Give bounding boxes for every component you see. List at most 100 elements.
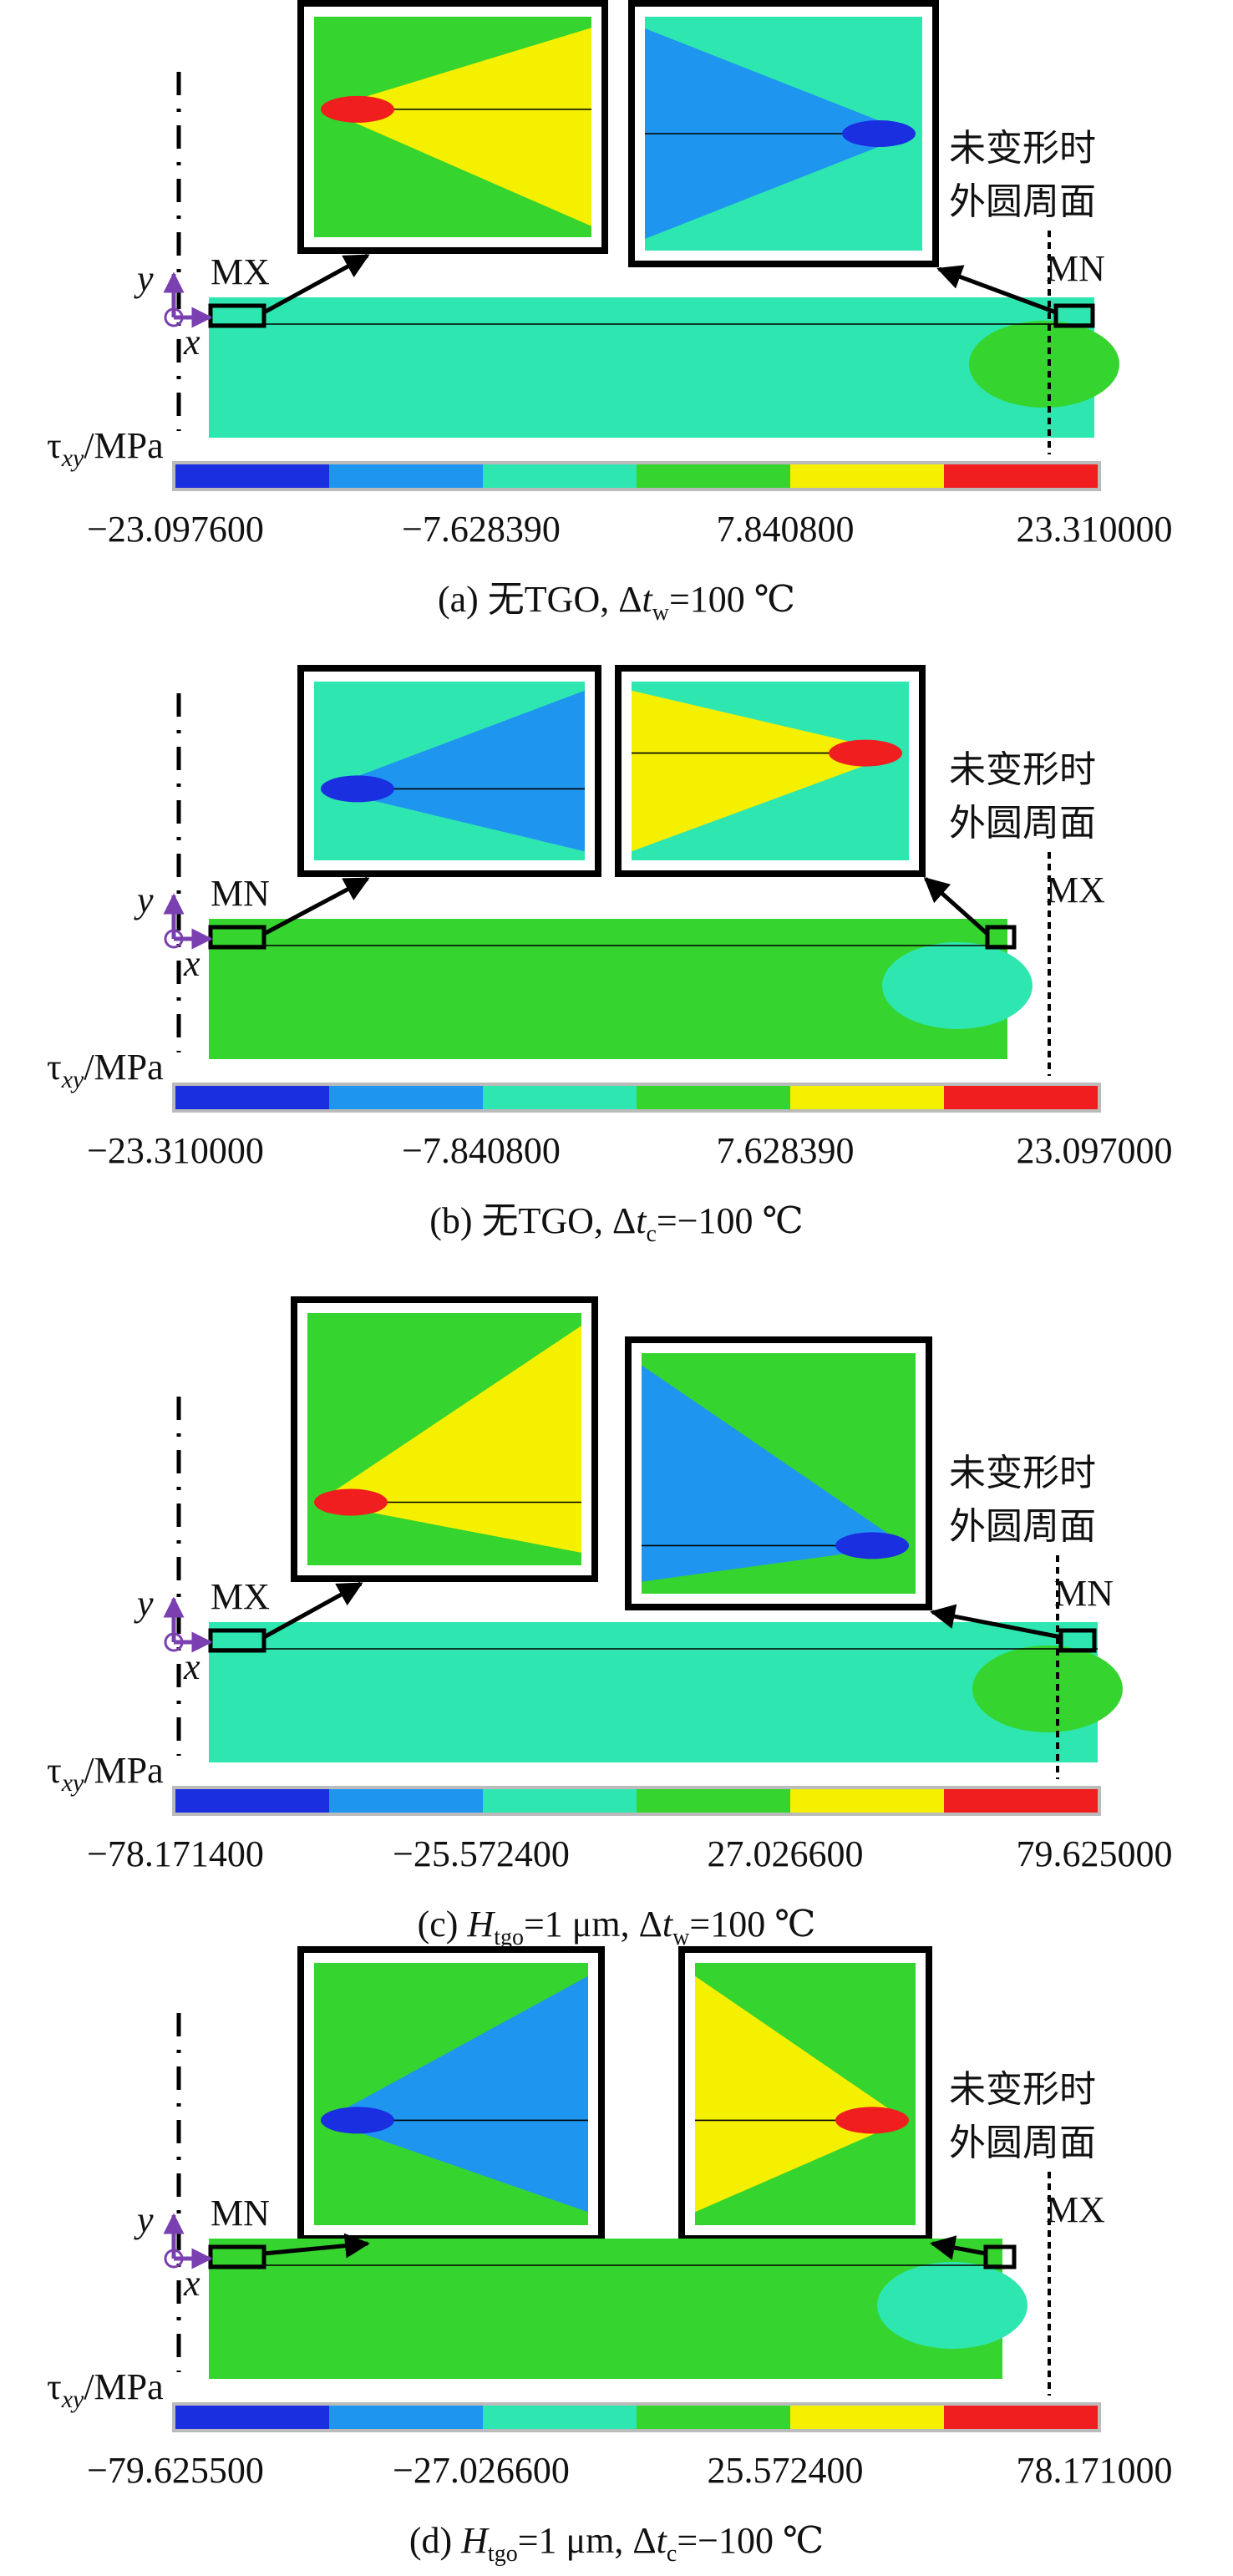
colorbar-segment bbox=[944, 464, 1098, 488]
colorbar-title-part: /MPa bbox=[84, 2366, 163, 2407]
colorbar-segment bbox=[175, 464, 329, 488]
caption-part: =−100 ℃ bbox=[657, 1200, 804, 1241]
colorbar-segment bbox=[790, 464, 944, 488]
caption-part: (c) bbox=[418, 1904, 468, 1945]
colorbar-title-part: xy bbox=[61, 2386, 84, 2413]
stress-peak bbox=[314, 1488, 388, 1516]
caption: (b) 无TGO, Δtc=−100 ℃ bbox=[429, 1200, 804, 1247]
caption-part: w bbox=[672, 1924, 690, 1950]
beam-region bbox=[969, 321, 1119, 408]
colorbar-title-part: τ bbox=[47, 1750, 62, 1791]
colorbar-segment bbox=[790, 1789, 944, 1813]
colorbar-segment bbox=[175, 1086, 329, 1109]
caption-part: tgo bbox=[488, 2541, 518, 2567]
colorbar-tick-label: −7.628390 bbox=[402, 509, 561, 550]
caption-part: H bbox=[466, 1904, 495, 1945]
colorbar-title-part: xy bbox=[61, 1769, 84, 1797]
y-axis-label: y bbox=[134, 880, 154, 920]
note: 未变形时 bbox=[949, 749, 1096, 790]
left-label: MX bbox=[211, 1576, 270, 1617]
note: 未变形时 bbox=[949, 1453, 1096, 1493]
colorbar-segment bbox=[483, 1789, 637, 1813]
caption-part: =−100 ℃ bbox=[677, 2520, 824, 2561]
stress-peak bbox=[829, 739, 902, 767]
colorbar-title-part: τ bbox=[47, 425, 62, 466]
colorbar-tick-label: −23.097600 bbox=[87, 509, 264, 550]
colorbar-tick-label: 7.628390 bbox=[717, 1130, 855, 1171]
inset-region bbox=[324, 28, 591, 226]
beam-region bbox=[882, 942, 1033, 1029]
note: 外圆周面 bbox=[949, 803, 1096, 844]
colorbar-segment bbox=[637, 2406, 790, 2429]
colorbar-title: τxy/MPa bbox=[47, 1750, 164, 1797]
x-axis-label: x bbox=[183, 2263, 200, 2304]
arrow bbox=[262, 876, 370, 936]
colorbar-title: τxy/MPa bbox=[47, 2366, 164, 2413]
colorbar-title-part: /MPa bbox=[84, 425, 163, 466]
colorbar-title-part: τ bbox=[47, 1047, 62, 1088]
colorbar-title: τxy/MPa bbox=[47, 1047, 164, 1093]
mark-box bbox=[983, 2244, 1017, 2269]
beam bbox=[209, 919, 1007, 1059]
colorbar-title-part: xy bbox=[61, 444, 84, 472]
caption-part: t bbox=[657, 2520, 668, 2561]
inset-region bbox=[324, 1975, 588, 2213]
colorbar-tick-label: −27.026600 bbox=[393, 2450, 570, 2491]
caption-part: t bbox=[642, 579, 654, 620]
stress-peak bbox=[835, 1532, 909, 1559]
caption-part: t bbox=[662, 1904, 674, 1945]
mark-box bbox=[1053, 303, 1095, 328]
caption-part: =1 μm, Δ bbox=[524, 1904, 662, 1945]
caption-part: =100 ℃ bbox=[689, 1904, 815, 1945]
beam bbox=[209, 1622, 1098, 1762]
origin bbox=[164, 2249, 184, 2269]
beam bbox=[209, 2239, 1002, 2379]
caption-part: =1 μm, Δ bbox=[518, 2520, 657, 2561]
arrow bbox=[930, 1604, 1062, 1640]
caption-part: w bbox=[652, 600, 670, 626]
inset-region bbox=[642, 1365, 906, 1582]
caption-part: tgo bbox=[494, 1924, 524, 1950]
caption-part: (d) bbox=[409, 2520, 461, 2561]
colorbar-tick-label: 79.625000 bbox=[1017, 1833, 1173, 1874]
arrow bbox=[936, 265, 1057, 315]
inset-frame bbox=[625, 1336, 932, 1610]
caption-part: (b) 无TGO, Δ bbox=[429, 1200, 636, 1241]
caption-part: H bbox=[460, 2520, 490, 2561]
beam-region bbox=[972, 1645, 1123, 1732]
colorbar-tick-label: 7.840800 bbox=[717, 509, 855, 550]
stress-peak bbox=[321, 2107, 394, 2134]
caption-part: c bbox=[667, 2541, 677, 2567]
stress-peak bbox=[842, 120, 916, 147]
colorbar-segment bbox=[329, 464, 483, 488]
arrow bbox=[923, 877, 989, 936]
colorbar-segment bbox=[637, 1086, 790, 1109]
origin bbox=[164, 1632, 184, 1652]
left-label: MN bbox=[211, 873, 270, 914]
colorbar-segment bbox=[175, 2406, 329, 2429]
right-label: MX bbox=[1046, 870, 1105, 910]
colorbar-segment bbox=[944, 1789, 1098, 1813]
right-label: MN bbox=[1046, 248, 1105, 289]
caption-part: c bbox=[646, 1221, 656, 1247]
caption: (c) Htgo=1 μm, Δtw=100 ℃ bbox=[418, 1904, 816, 1950]
arrow bbox=[262, 1581, 363, 1640]
colorbar-segment bbox=[329, 2406, 483, 2429]
arrow bbox=[930, 2235, 987, 2260]
caption-part: t bbox=[636, 1200, 647, 1241]
colorbar-segment bbox=[790, 1086, 944, 1109]
inset-region bbox=[632, 690, 899, 852]
right-label: MN bbox=[1054, 1573, 1114, 1614]
beam-region bbox=[877, 2262, 1028, 2349]
inset-region bbox=[317, 1326, 581, 1553]
colorbar-segment bbox=[483, 464, 637, 488]
colorbar-segment bbox=[637, 464, 790, 488]
colorbar-tick-label: −79.625500 bbox=[87, 2450, 264, 2491]
mark-box bbox=[1058, 1628, 1097, 1653]
y-axis-label: y bbox=[134, 258, 154, 299]
caption-part: (a) 无TGO, Δ bbox=[438, 579, 642, 620]
